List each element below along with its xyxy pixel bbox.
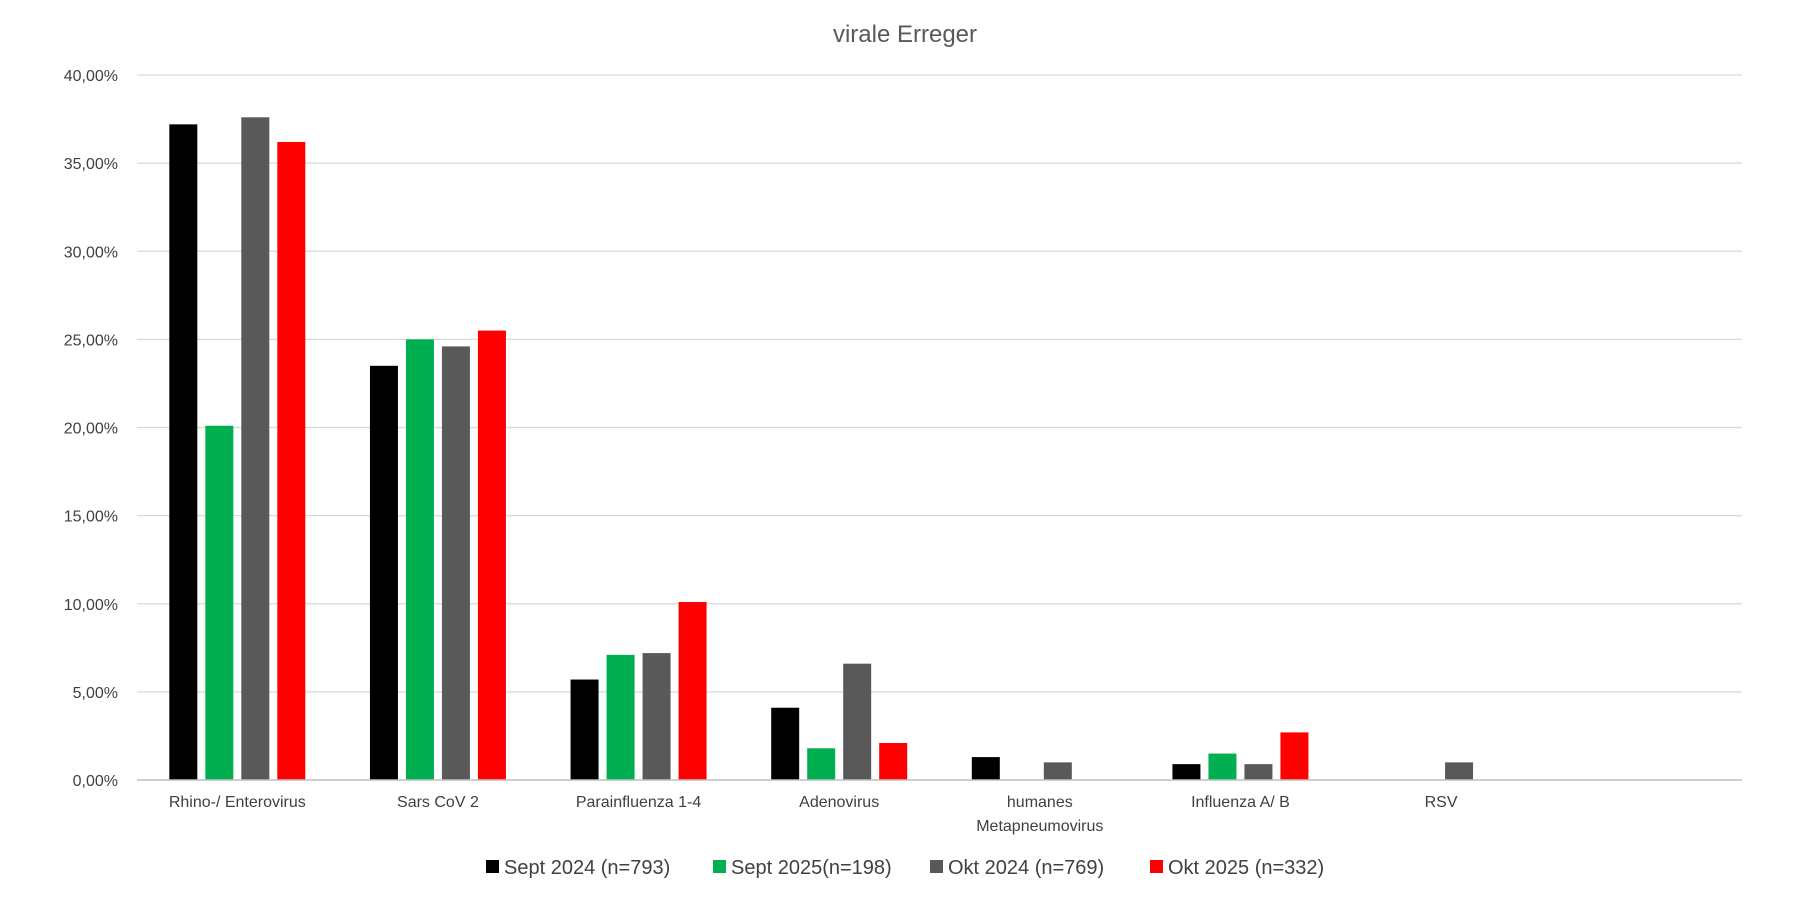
chart-title: virale Erreger <box>833 21 977 48</box>
bar <box>169 124 198 781</box>
legend-label: Sept 2024 (n=793) <box>504 857 670 879</box>
y-tick-label: 40,00% <box>64 68 118 85</box>
bar <box>971 757 1000 780</box>
y-tick-label: 35,00% <box>64 156 118 173</box>
bar <box>277 141 306 781</box>
bar <box>807 748 836 780</box>
bar <box>1172 764 1201 780</box>
bar <box>441 346 470 780</box>
bar <box>642 653 671 780</box>
bar <box>241 117 270 781</box>
y-axis-ticks: 0,00% 5,00% 10,00% 15,00% 20,00% 25,00% 30,00%… <box>64 68 118 790</box>
bar <box>205 425 234 780</box>
bar <box>1445 762 1474 780</box>
y-tick-label: 30,00% <box>64 244 118 261</box>
bar <box>1043 762 1072 780</box>
legend-swatch <box>1150 860 1163 873</box>
x-tick-label: Influenza A/ B <box>1191 794 1290 811</box>
legend: Sept 2024 (n=793) Sept 2025(n=198) Okt 202… <box>486 857 1324 879</box>
bar <box>678 601 707 780</box>
x-tick-label: Parainfluenza 1-4 <box>576 794 702 811</box>
x-tick-label: Rhino-/ Enterovirus <box>169 794 306 811</box>
y-tick-label: 20,00% <box>64 421 118 438</box>
legend-label: Okt 2025 (n=332) <box>1168 857 1324 879</box>
y-tick-label: 25,00% <box>64 332 118 349</box>
legend-label: Okt 2024 (n=769) <box>948 857 1104 879</box>
y-tick-label: 5,00% <box>73 685 118 702</box>
x-tick-label: RSV <box>1425 794 1458 811</box>
bar <box>879 742 908 780</box>
y-tick-label: 15,00% <box>64 509 118 526</box>
x-tick-label: Metapneumovirus <box>976 818 1103 835</box>
bar <box>1280 732 1309 780</box>
bars <box>169 117 1474 781</box>
legend-swatch <box>486 860 499 873</box>
bar <box>1244 764 1273 780</box>
y-tick-label: 0,00% <box>73 773 118 790</box>
x-tick-label: Sars CoV 2 <box>397 794 479 811</box>
bar <box>405 339 434 780</box>
legend-swatch <box>930 860 943 873</box>
bar <box>369 365 398 780</box>
legend-swatch <box>713 860 726 873</box>
bar <box>606 654 635 780</box>
bar <box>1208 753 1237 780</box>
legend-label: Sept 2025(n=198) <box>731 857 892 879</box>
bar <box>843 663 872 780</box>
bar <box>570 679 599 780</box>
bar <box>771 707 800 780</box>
bar <box>477 330 506 780</box>
x-tick-label: Adenovirus <box>799 794 879 811</box>
x-tick-label: humanes <box>1007 794 1073 811</box>
grid-layer <box>137 74 1742 693</box>
y-tick-label: 10,00% <box>64 597 118 614</box>
x-axis-ticks: Rhino-/ Enterovirus Sars CoV 2 Parainfluen… <box>169 794 1458 835</box>
